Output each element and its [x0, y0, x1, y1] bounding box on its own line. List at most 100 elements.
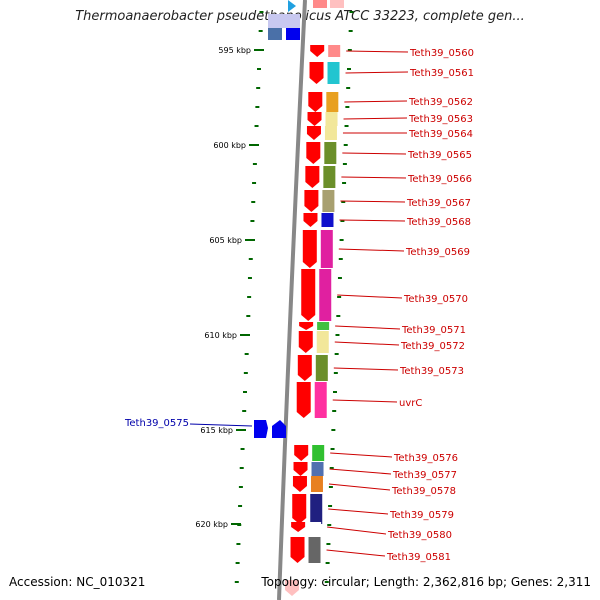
cog-box [308, 537, 321, 563]
cog-box [326, 92, 339, 112]
gene-arrow[interactable] [306, 126, 321, 140]
gene-label[interactable]: Teth39_0561 [409, 68, 474, 79]
gene-label[interactable]: Teth39_0580 [387, 530, 452, 541]
cog-box [328, 45, 341, 57]
tick-label: 600 kbp [213, 141, 246, 150]
gene-arrow[interactable] [301, 269, 316, 321]
cog-box [312, 445, 325, 461]
label-leader [330, 452, 393, 458]
gene-arrow[interactable] [304, 190, 319, 212]
label-leader [344, 100, 408, 103]
cog-box [320, 230, 333, 268]
tick-label: 610 kbp [204, 331, 237, 340]
tick-label: 620 kbp [195, 520, 228, 529]
gene-label[interactable]: Teth39_0577 [392, 470, 457, 481]
gene-label[interactable]: Teth39_0565 [407, 150, 472, 161]
label-leader [340, 200, 406, 203]
gene-arrow[interactable] [292, 476, 307, 492]
cog-box [310, 494, 323, 524]
cog-box [324, 126, 337, 140]
cog-box [309, 522, 322, 532]
cog-box [315, 355, 328, 381]
gene-arrow-reverse[interactable] [286, 28, 300, 40]
cog-box [321, 213, 334, 227]
gene-arrow[interactable] [307, 112, 322, 126]
label-leader [346, 50, 409, 53]
gene-label[interactable]: Teth39_0571 [401, 325, 466, 336]
cog-box [324, 142, 337, 164]
label-leader [333, 367, 399, 371]
gene-label-left[interactable]: Teth39_0575 [124, 418, 189, 429]
gene-label[interactable]: Teth39_0570 [403, 294, 468, 305]
cog-box [316, 331, 329, 353]
tick-label: 605 kbp [209, 236, 242, 245]
gene-label[interactable]: Teth39_0562 [408, 97, 473, 108]
label-leader [328, 508, 389, 515]
gene-arrow[interactable] [298, 331, 313, 353]
gene-label[interactable]: Teth39_0563 [408, 114, 473, 125]
label-leader [335, 325, 401, 330]
gene-arrow[interactable] [297, 355, 312, 381]
cog-box [268, 14, 300, 28]
label-leader [328, 483, 391, 491]
gene-arrow[interactable] [305, 166, 320, 188]
gene-arrow[interactable] [302, 230, 317, 268]
gene-label[interactable]: Teth39_0581 [386, 552, 451, 563]
label-leader [342, 152, 407, 155]
label-leader [332, 399, 398, 403]
gene-arrow[interactable] [299, 322, 314, 330]
cog-box [314, 382, 327, 418]
gene-label[interactable]: Teth39_0568 [406, 217, 471, 228]
cog-box [323, 166, 336, 188]
accession-text: Accession: NC_010321 [9, 575, 146, 589]
gene-label[interactable]: Teth39_0579 [389, 510, 454, 521]
gene-label[interactable]: Teth39_0578 [391, 486, 456, 497]
gene-arrow-reverse[interactable] [268, 28, 282, 40]
label-leader [326, 549, 386, 557]
label-leader [327, 526, 387, 535]
gene-label[interactable]: Teth39_0566 [407, 174, 472, 185]
label-leader [338, 248, 405, 252]
gene-arrow[interactable] [309, 62, 324, 84]
gene-label[interactable]: Teth39_0567 [406, 198, 471, 209]
tick-label: 615 kbp [200, 426, 233, 435]
tick-label: 595 kbp [218, 46, 251, 55]
gene-label[interactable]: Teth39_0564 [408, 129, 473, 140]
gene-arrow[interactable] [294, 445, 309, 461]
gene-arrow-reverse[interactable] [254, 420, 268, 438]
gene-label[interactable]: Teth39_0576 [393, 453, 458, 464]
gene-arrow[interactable] [288, 0, 296, 12]
gene-arrow[interactable] [285, 580, 299, 596]
gene-label[interactable]: Teth39_0560 [409, 48, 474, 59]
label-leader [334, 341, 400, 346]
cog-box [325, 112, 338, 126]
label-leader [337, 294, 403, 299]
label-leader [329, 468, 392, 475]
gene-arrow[interactable] [313, 0, 327, 8]
gene-arrow[interactable] [291, 522, 306, 532]
cog-box [327, 62, 340, 84]
gene-arrow[interactable] [306, 142, 321, 164]
cog-box [317, 322, 330, 330]
gene-label[interactable]: uvrC [399, 398, 422, 409]
gene-arrow[interactable] [296, 382, 311, 418]
gene-arrow[interactable] [290, 537, 305, 563]
label-leader [189, 423, 253, 427]
gene-arrow-reverse[interactable] [272, 420, 286, 438]
gene-arrow[interactable] [293, 462, 308, 476]
gene-label[interactable]: Teth39_0569 [405, 247, 470, 258]
label-leader [345, 71, 409, 74]
gene-arrow[interactable] [303, 213, 318, 227]
cog-box [311, 462, 324, 476]
gene-label[interactable]: Teth39_0572 [400, 341, 465, 352]
genome-backbone [277, 0, 307, 600]
cog-box [330, 0, 344, 8]
label-leader [339, 219, 406, 222]
gene-label[interactable]: Teth39_0573 [399, 366, 464, 377]
topology-text: Topology: circular; Length: 2,362,816 bp… [261, 575, 591, 589]
gene-arrow[interactable] [310, 45, 325, 57]
cog-box [319, 269, 332, 321]
gene-arrow[interactable] [308, 92, 323, 112]
gene-arrow[interactable] [292, 494, 307, 524]
